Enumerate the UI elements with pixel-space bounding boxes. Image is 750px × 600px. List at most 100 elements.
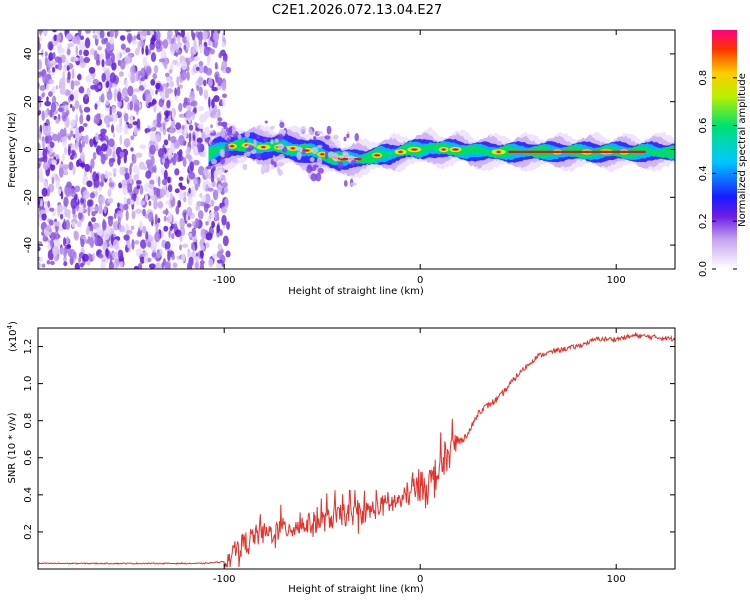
noise-speckle	[75, 113, 78, 125]
noise-speckle	[55, 174, 59, 182]
noise-speckle	[74, 100, 80, 110]
noise-speckle	[83, 57, 91, 64]
noise-speckle	[47, 238, 50, 243]
noise-speckle	[61, 153, 65, 162]
noise-speckle	[125, 229, 133, 235]
ridge-fringe-speckle	[277, 133, 284, 142]
noise-speckle	[135, 208, 143, 214]
noise-speckle	[194, 122, 197, 127]
noise-speckle	[38, 216, 41, 227]
noise-speckle	[73, 80, 81, 86]
colorbar-ticks: 0.0 0.2 0.4 0.6 0.8	[698, 70, 737, 277]
noise-speckle	[183, 196, 187, 203]
noise-speckle	[85, 74, 93, 83]
noise-speckle	[47, 63, 53, 69]
noise-speckle	[81, 141, 86, 148]
noise-speckle	[95, 132, 99, 143]
noise-speckle	[117, 99, 122, 108]
noise-speckle	[100, 143, 108, 152]
noise-speckle	[158, 58, 166, 63]
noise-speckle	[210, 124, 214, 129]
noise-speckle	[172, 262, 178, 268]
noise-speckle	[71, 150, 76, 157]
noise-speckle	[66, 109, 70, 116]
noise-speckle	[87, 199, 92, 208]
ridge-fringe-speckle	[311, 146, 319, 155]
noise-speckle	[161, 92, 165, 100]
noise-speckle	[214, 62, 218, 70]
noise-speckle	[217, 117, 223, 122]
noise-speckle	[64, 208, 69, 218]
noise-speckle	[53, 34, 58, 42]
ridge-fringe-speckle	[219, 148, 225, 158]
noise-speckle	[119, 59, 126, 70]
noise-speckle	[38, 261, 41, 269]
ridge-fringe-speckle	[273, 161, 277, 168]
noise-speckle	[157, 200, 164, 209]
noise-speckle	[105, 248, 109, 258]
noise-speckle	[165, 200, 170, 205]
noise-speckle	[176, 34, 181, 43]
noise-speckle	[74, 185, 81, 193]
noise-speckle	[139, 256, 145, 264]
noise-speckle	[49, 239, 54, 247]
noise-speckle	[38, 41, 41, 51]
ridge-fringe-speckle	[231, 125, 236, 135]
noise-speckle	[197, 178, 201, 188]
noise-speckle	[186, 31, 190, 43]
noise-speckle	[188, 132, 192, 143]
noise-speckle	[162, 39, 169, 49]
noise-speckle	[106, 123, 111, 128]
noise-speckle	[133, 265, 139, 269]
noise-speckle	[61, 111, 68, 122]
noise-speckle	[86, 225, 90, 236]
noise-speckle	[41, 263, 46, 268]
noise-speckle	[131, 238, 135, 250]
noise-speckle	[217, 243, 223, 251]
noise-speckle	[132, 63, 135, 75]
noise-speckle	[200, 244, 205, 252]
noise-speckle	[131, 94, 138, 104]
noise-speckle	[92, 78, 99, 86]
ridge-fringe-speckle	[220, 130, 226, 138]
noise-speckle	[124, 167, 129, 173]
noise-speckle	[207, 77, 213, 88]
noise-speckle	[143, 165, 148, 171]
noise-speckle	[174, 30, 179, 35]
noise-speckle	[50, 260, 55, 266]
noise-speckle	[89, 165, 93, 174]
noise-speckle	[113, 212, 117, 220]
noise-speckle	[155, 82, 161, 90]
noise-speckle	[148, 183, 155, 189]
colorbar-label: Normalized spectral amplitude	[737, 73, 748, 227]
ridge-fringe-speckle	[206, 165, 212, 170]
spectrogram-y-tick-label: 20	[23, 95, 34, 108]
noise-speckle	[163, 225, 169, 232]
noise-speckle	[108, 261, 114, 269]
noise-speckle	[186, 261, 193, 269]
ridge-fringe-speckle	[253, 139, 257, 148]
noise-speckle	[66, 235, 69, 245]
noise-speckle	[64, 146, 67, 156]
noise-speckle	[188, 232, 193, 238]
noise-speckle	[220, 49, 226, 57]
noise-speckle	[155, 133, 160, 143]
ridge-fringe-speckle	[209, 132, 216, 136]
spectrogram-x-tick-label: -100	[213, 275, 236, 286]
snr-panel: -100 0 100 0.2 0.4 0.6 0.8 1.0 1.2 Height of st…	[6, 321, 676, 595]
noise-speckle	[217, 184, 223, 194]
noise-speckle	[91, 72, 95, 80]
noise-speckle	[181, 124, 186, 130]
ridge-fringe-speckle	[264, 120, 268, 124]
noise-speckle	[167, 184, 173, 193]
noise-speckle	[132, 121, 139, 126]
noise-speckle	[193, 146, 198, 155]
noise-speckle	[221, 41, 226, 48]
noise-speckle	[119, 166, 125, 176]
noise-speckle	[165, 190, 170, 198]
ridge-fringe-speckle	[211, 158, 217, 165]
ridge-fringe-speckle	[223, 126, 228, 130]
colorbar-tick-label: 0.8	[698, 70, 709, 86]
noise-speckle	[38, 30, 44, 34]
ridge-hotspot-core	[230, 145, 234, 148]
